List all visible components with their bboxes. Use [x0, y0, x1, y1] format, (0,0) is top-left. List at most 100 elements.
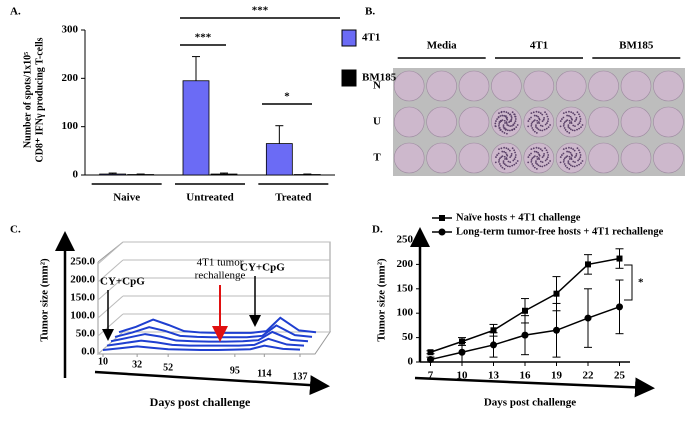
spot: [505, 147, 508, 150]
spot: [502, 124, 505, 127]
spot: [513, 149, 516, 152]
spot: [512, 124, 515, 126]
spot: [509, 165, 511, 168]
spot: [514, 118, 517, 120]
spot: [514, 151, 516, 154]
spot: [511, 111, 514, 114]
spot: [545, 127, 548, 130]
grid-line: [97, 241, 124, 265]
well: [653, 142, 684, 174]
spot: [500, 147, 503, 150]
spot: [565, 147, 568, 150]
spot: [578, 151, 581, 154]
spot: [535, 132, 538, 134]
spot: [532, 111, 535, 114]
spot: [531, 163, 534, 165]
y-axis-label: Tumor size (mm²): [39, 258, 51, 342]
spot: [527, 120, 530, 122]
spot: [509, 156, 512, 159]
spot: [567, 162, 570, 164]
spot: [543, 117, 545, 119]
spot: [494, 125, 497, 127]
x-tick-label: 95: [230, 365, 240, 376]
spot: [571, 154, 573, 157]
spot: [572, 112, 575, 115]
spot: [543, 164, 546, 167]
spot: [537, 128, 540, 131]
y-axis-label: Tumor size (mm²): [376, 258, 388, 342]
spot: [502, 160, 505, 163]
well: [620, 106, 652, 138]
spot: [544, 147, 546, 150]
spot: [570, 147, 573, 150]
marker: [616, 303, 623, 311]
marker: [553, 290, 560, 297]
spot: [499, 165, 502, 167]
series-line: [110, 330, 309, 343]
well: [458, 70, 490, 102]
spot: [537, 164, 540, 167]
spot: [533, 114, 536, 117]
spot: [572, 160, 575, 163]
well: [588, 142, 619, 174]
spot: [505, 122, 508, 125]
well: [620, 70, 652, 102]
spot: [535, 168, 538, 170]
spot: [566, 114, 569, 117]
spot: [547, 162, 550, 164]
spot: [506, 123, 509, 126]
spot: [510, 117, 513, 119]
x-tick-label: 52: [163, 362, 173, 373]
spot: [532, 165, 535, 167]
spot: [569, 115, 572, 118]
marker: [459, 338, 465, 345]
spot: [498, 148, 500, 151]
spot: [539, 129, 542, 132]
y-tick-label: 250.0: [70, 256, 95, 268]
spot: [562, 160, 565, 163]
spot: [505, 158, 508, 161]
spot: [504, 128, 507, 131]
spot: [499, 129, 502, 131]
spot: [570, 122, 573, 125]
spot: [530, 152, 532, 155]
row-label: T: [373, 152, 381, 164]
spot: [539, 160, 542, 163]
spot: [503, 155, 506, 158]
spot: [497, 152, 500, 155]
marker: [490, 327, 497, 334]
spot: [544, 123, 547, 126]
spot: [536, 119, 539, 122]
marker: [458, 348, 466, 356]
spot: [562, 116, 565, 119]
spot: [498, 159, 501, 161]
spot: [568, 168, 571, 170]
spot: [496, 118, 499, 120]
x-tick-label: 10: [98, 356, 108, 367]
spot: [559, 161, 562, 164]
y-tick-label: 200: [397, 258, 414, 270]
spot: [501, 119, 504, 122]
spot: [536, 127, 539, 130]
spot: [566, 130, 569, 133]
spot: [537, 151, 540, 154]
x-axis-label: Days post challenge: [484, 397, 576, 409]
y-axis-label: Number of spots/1x10⁵: [22, 52, 33, 148]
y-tick-label: 100.0: [70, 310, 95, 322]
y-tick-label: 150.0: [70, 292, 95, 304]
spot: [564, 129, 567, 131]
spot: [498, 121, 501, 123]
spot: [501, 155, 504, 158]
spot: [580, 162, 582, 164]
legend-label: 4T1: [362, 32, 380, 44]
spot: [527, 161, 530, 164]
spot: [568, 119, 571, 122]
spot: [568, 114, 570, 117]
spot: [527, 156, 530, 158]
spot: [538, 118, 541, 121]
legend-label: Long-term tumor-free hosts + 4T1 rechall…: [456, 226, 664, 237]
spot: [575, 118, 578, 121]
spot: [563, 127, 566, 129]
spot: [549, 160, 551, 162]
y-tick-label: 150: [397, 282, 414, 294]
